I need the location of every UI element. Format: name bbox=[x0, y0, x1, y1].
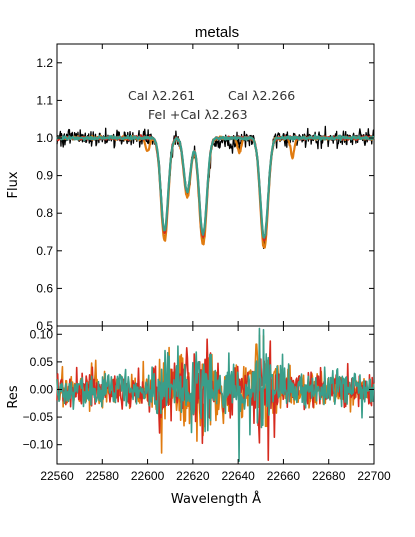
x-axis-label: Wavelength Å bbox=[171, 491, 261, 507]
residual-y-ticks: −0.10 −0.05 0.00 0.05 0.10 bbox=[23, 327, 374, 452]
flux-y-axis-label: Flux bbox=[6, 171, 21, 198]
flux-y-tick-label: 0.8 bbox=[36, 206, 53, 220]
x-tick-label: 22660 bbox=[267, 469, 301, 483]
residual-y-tick-label: 0.05 bbox=[30, 355, 54, 369]
flux-y-ticks: 0.5 0.6 0.7 0.8 0.9 1.0 1.1 1.2 bbox=[36, 56, 374, 333]
residual-y-tick-label: 0.10 bbox=[30, 327, 54, 341]
flux-y-tick-label: 1.0 bbox=[36, 131, 53, 145]
x-tick-label: 22700 bbox=[357, 469, 391, 483]
x-tick-label: 22600 bbox=[131, 469, 165, 483]
flux-y-tick-label: 1.2 bbox=[36, 56, 53, 70]
annotation-cai-2266: CaI λ2.266 bbox=[228, 88, 295, 103]
annotation-cai-2261: CaI λ2.261 bbox=[128, 88, 195, 103]
flux-y-tick-label: 1.1 bbox=[36, 93, 53, 107]
residual-x-ticks: 22560 22580 22600 22620 22640 22660 22680 22700 bbox=[40, 326, 391, 483]
x-tick-label: 22620 bbox=[176, 469, 210, 483]
flux-series-group bbox=[56, 125, 375, 250]
residual-series-group bbox=[56, 327, 375, 463]
flux-panel: 0.5 0.6 0.7 0.8 0.9 1.0 1.1 1.2 Flux CaI λ2.261… bbox=[6, 43, 375, 333]
residual-y-tick-label: −0.10 bbox=[23, 438, 54, 452]
residual-panel: −0.10−0.050.000.050.10 22560 22580 22600 22… bbox=[6, 325, 391, 507]
flux-y-tick-label: 0.6 bbox=[36, 281, 53, 295]
flux-series-model-1 bbox=[56, 134, 375, 249]
flux-y-tick-label: 0.9 bbox=[36, 169, 53, 183]
x-tick-label: 22680 bbox=[312, 469, 346, 483]
annotation-fei-cai-2263: FeI +CaI λ2.263 bbox=[148, 107, 248, 122]
flux-y-tick-label: 0.5 bbox=[36, 319, 53, 333]
flux-x-ticks bbox=[56, 44, 375, 326]
x-tick-label: 22580 bbox=[86, 469, 120, 483]
x-tick-label: 22640 bbox=[221, 469, 255, 483]
flux-series-model-3 bbox=[56, 134, 375, 239]
flux-y-tick-label: 0.7 bbox=[36, 244, 53, 258]
flux-series-model-2 bbox=[56, 134, 375, 242]
chart-title: metals bbox=[195, 24, 239, 41]
x-tick-label: 22560 bbox=[40, 469, 74, 483]
residual-y-tick-label: 0.00 bbox=[30, 382, 54, 396]
residual-series-2 bbox=[56, 327, 375, 463]
flux-panel-frame bbox=[56, 43, 375, 327]
residual-y-tick-label: −0.05 bbox=[23, 410, 54, 424]
flux-series-observed bbox=[56, 125, 375, 250]
residual-y-axis-label: Res bbox=[6, 385, 21, 408]
